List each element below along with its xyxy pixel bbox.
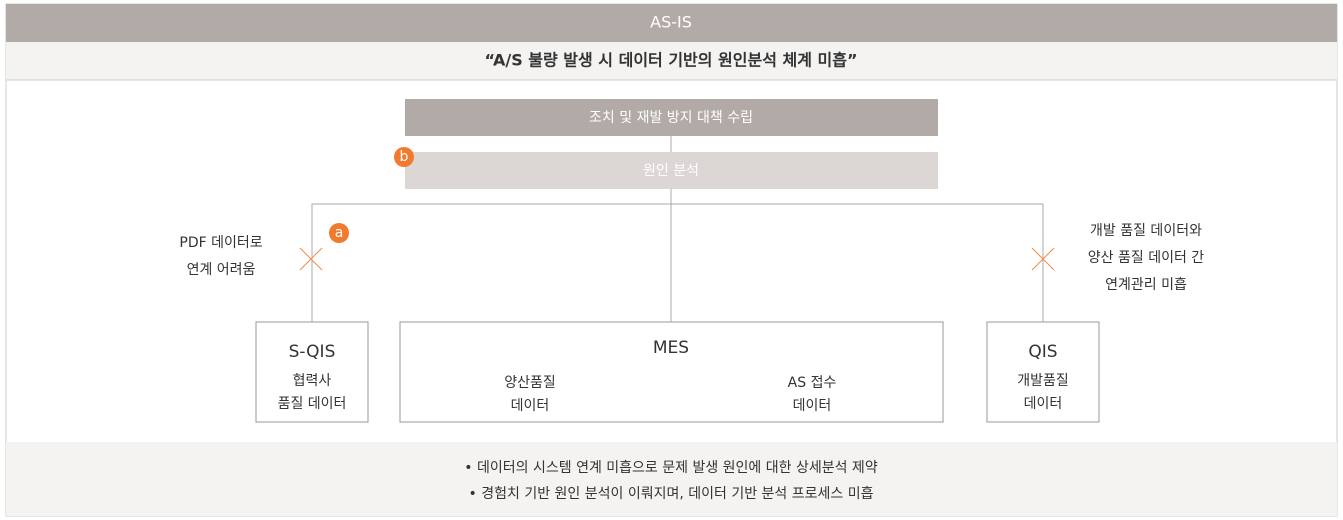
note: 양산 품질 데이터 간 bbox=[1088, 250, 1205, 266]
marker-label: a bbox=[335, 225, 344, 241]
marker-label: b bbox=[400, 149, 409, 165]
system-title: QIS bbox=[1028, 342, 1057, 362]
system-text: 데이터 bbox=[793, 398, 832, 414]
top-box-label: 조치 및 재발 방지 대책 수립 bbox=[589, 110, 753, 126]
system-boxes bbox=[255, 321, 1100, 423]
note: 연계 어려움 bbox=[187, 262, 256, 278]
second-box bbox=[405, 152, 938, 189]
note: 연계관리 미흡 bbox=[1105, 277, 1187, 293]
system-text: 협력사 bbox=[293, 373, 332, 389]
marker bbox=[394, 147, 414, 167]
system-text: 개발품질 bbox=[1017, 373, 1069, 389]
subtitle: “A/S 불량 발생 시 데이터 기반의 원인분석 체계 미흡” bbox=[485, 51, 858, 70]
system-text: 품질 데이터 bbox=[278, 396, 347, 412]
second-box-label: 원인 분석 bbox=[643, 163, 699, 179]
system-text: 양산품질 bbox=[504, 375, 556, 391]
top-box bbox=[405, 99, 938, 136]
system-text: AS 접수 bbox=[788, 375, 837, 391]
note: 개발 품질 데이터와 bbox=[1090, 223, 1202, 239]
footer bbox=[6, 442, 1337, 516]
note: PDF 데이터로 bbox=[179, 235, 262, 251]
system-text: 데이터 bbox=[1024, 396, 1063, 412]
system-title: MES bbox=[653, 338, 689, 358]
footer-text: • 경험치 기반 원인 분석이 이뤄지며, 데이터 기반 분석 프로세스 미흡 bbox=[469, 486, 874, 502]
title: AS-IS bbox=[650, 13, 692, 32]
footer-text: • 데이터의 시스템 연계 미흡으로 문제 발생 원인에 대한 상세분석 제약 bbox=[464, 460, 878, 476]
system-title: S-QIS bbox=[289, 342, 336, 362]
system-text: 데이터 bbox=[511, 398, 550, 414]
header-bar bbox=[6, 4, 1337, 42]
subtitle-bar bbox=[6, 42, 1337, 80]
marker bbox=[329, 223, 349, 243]
